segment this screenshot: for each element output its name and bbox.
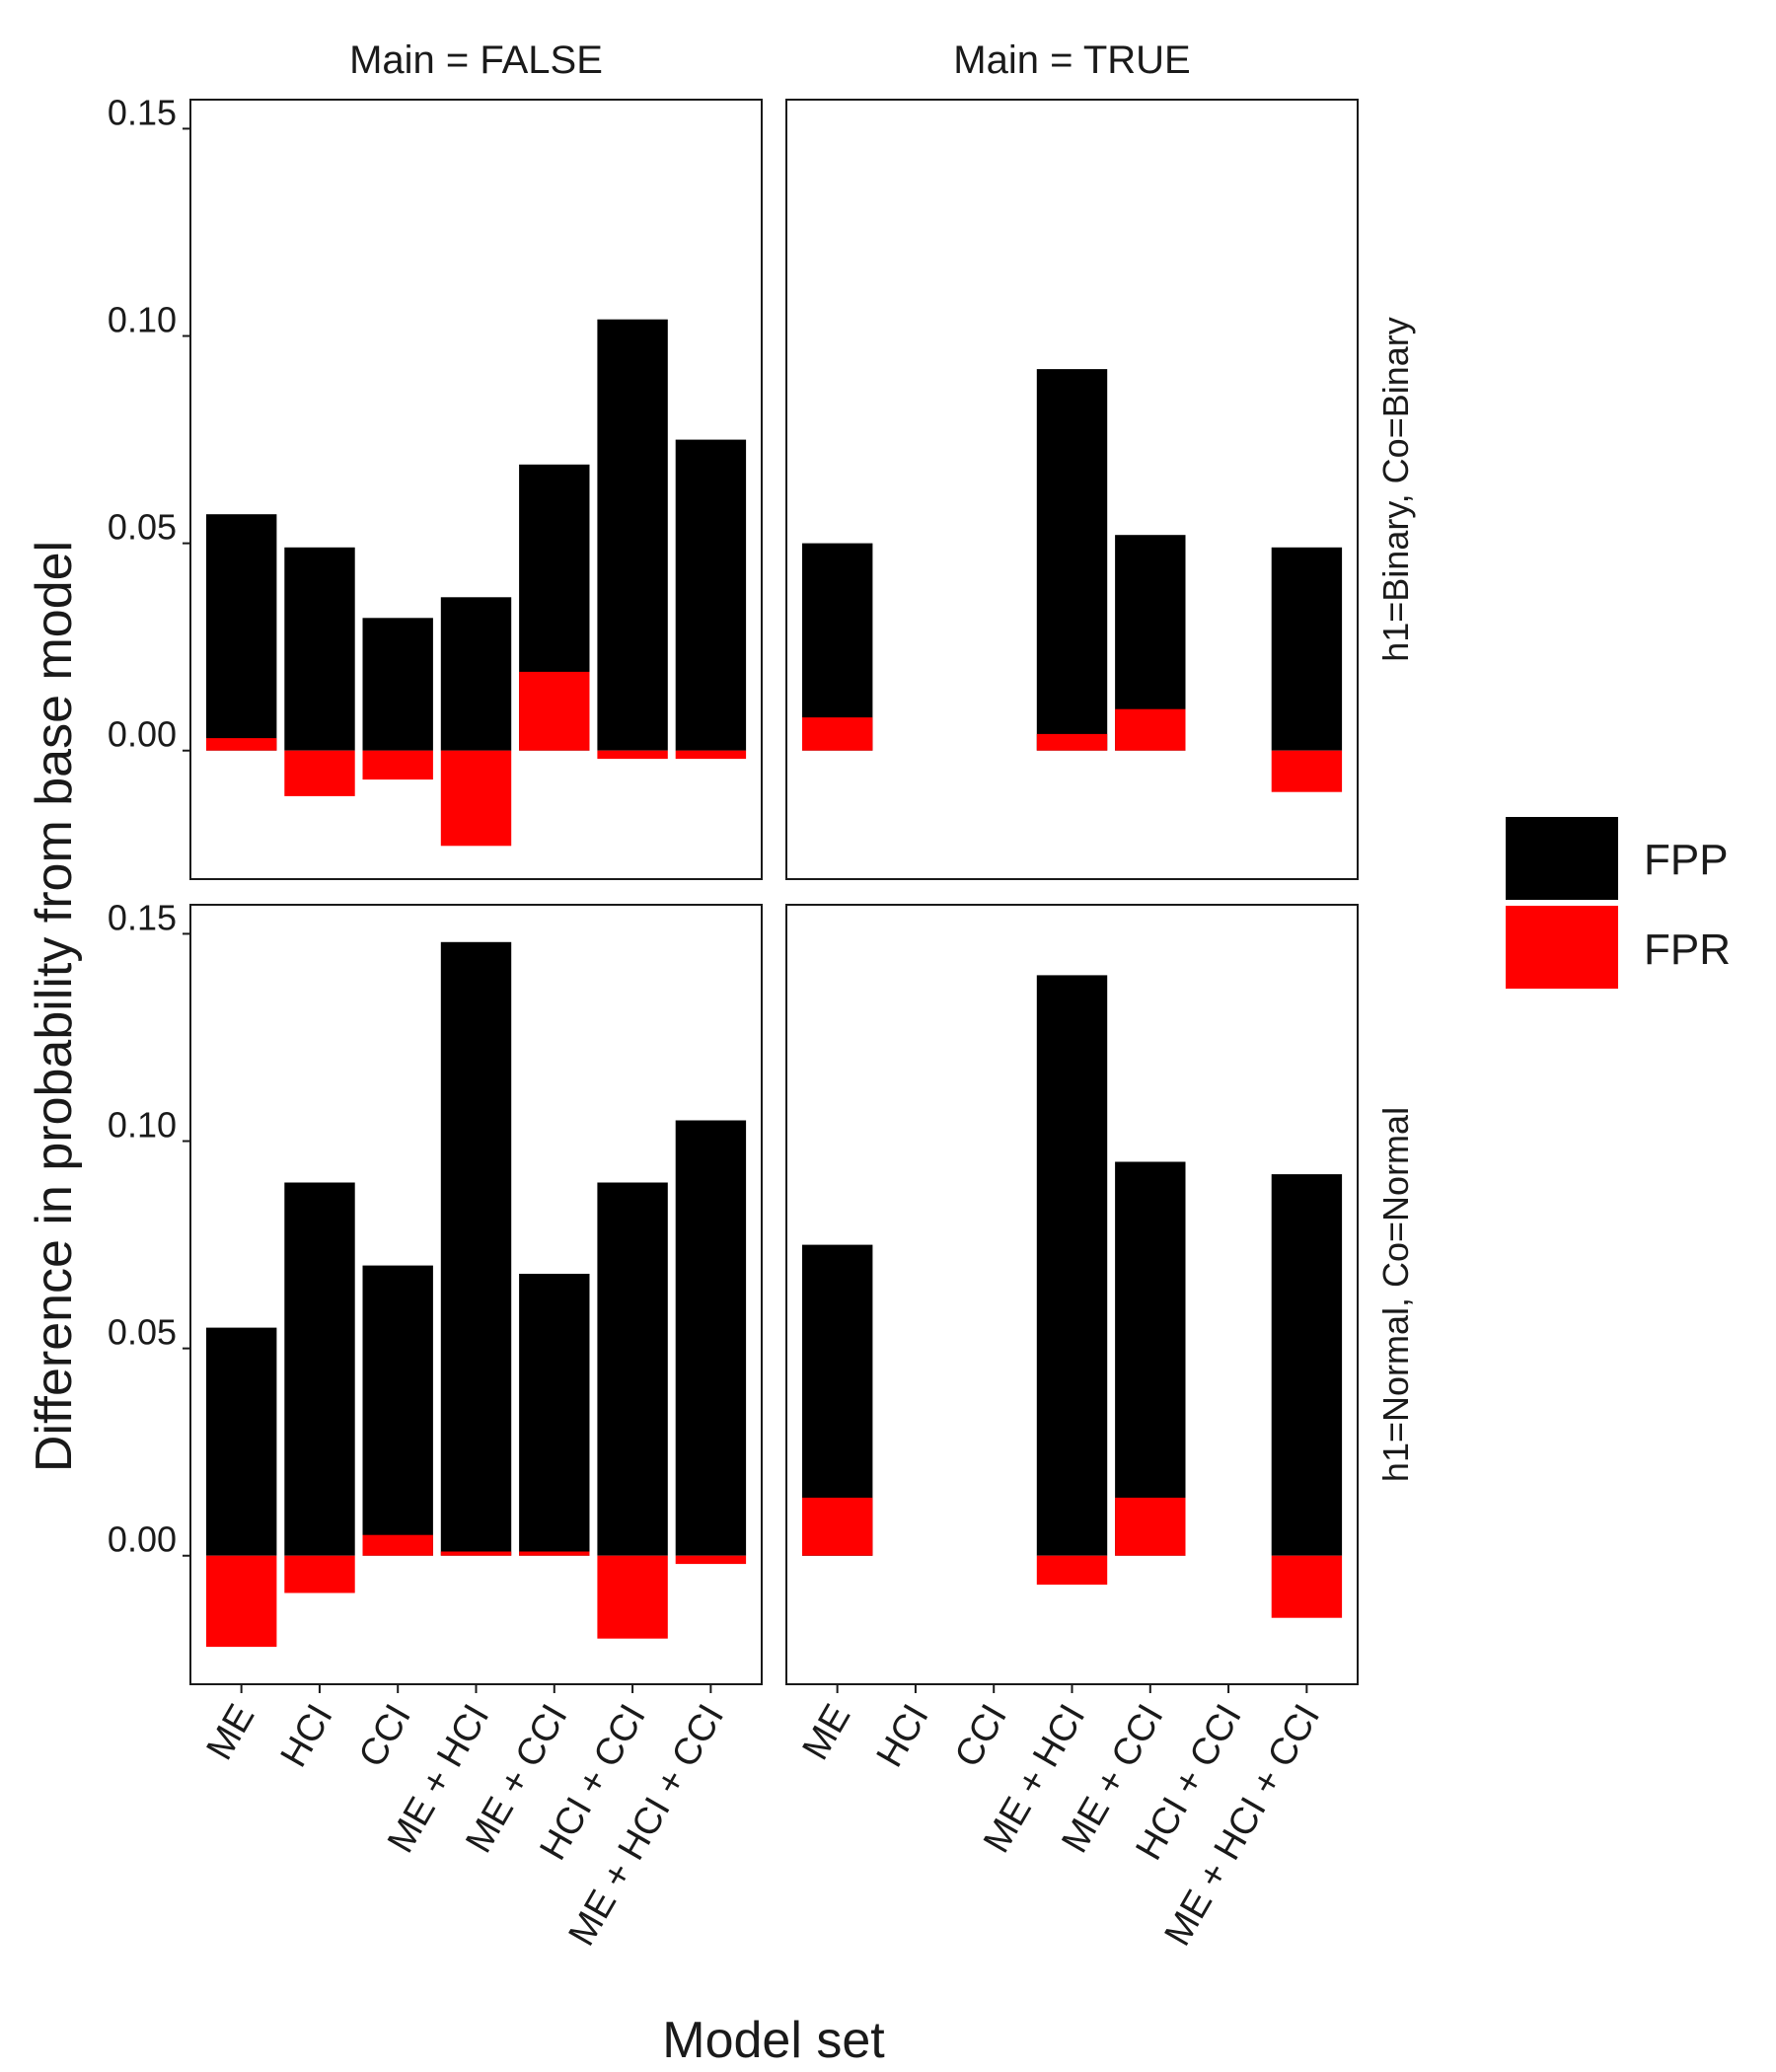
bar-fpp-panel2-5 <box>597 1182 668 1556</box>
bar-fpr-panel3-4 <box>1115 1497 1186 1556</box>
bar-fpr-panel0-4 <box>519 671 590 751</box>
bar-fpp-panel2-4 <box>519 1274 590 1556</box>
bar-fpp-panel0-0 <box>206 514 277 751</box>
legend-key-fpp <box>1506 817 1618 900</box>
x-tick-label-c0-2: CCI <box>351 1698 419 1775</box>
bar-fpp-panel2-1 <box>284 1182 355 1556</box>
x-tick-label-c1-0: ME <box>795 1698 859 1767</box>
x-tick-label-c1-1: HCI <box>869 1698 937 1775</box>
column-facet-label-1: Main = TRUE <box>953 38 1190 82</box>
bar-fpp-panel3-4 <box>1115 1161 1186 1556</box>
bar-fpp-panel2-3 <box>440 941 512 1556</box>
bar-fpp-panel3-6 <box>1271 1174 1343 1556</box>
bar-fpr-panel1-4 <box>1115 708 1186 751</box>
panel-frame-r0-c0 <box>189 99 763 880</box>
bar-fpp-panel0-1 <box>284 547 355 751</box>
bar-fpp-panel1-6 <box>1271 547 1343 751</box>
bar-fpr-panel3-6 <box>1271 1555 1343 1618</box>
x-tick-label-c1-2: CCI <box>947 1698 1015 1775</box>
bar-fpr-panel1-6 <box>1271 750 1343 792</box>
axes-layer <box>183 127 1308 1693</box>
legend-key-fpr <box>1506 906 1618 989</box>
bar-fpr-panel0-1 <box>284 750 355 796</box>
bar-fpp-panel2-6 <box>675 1120 747 1556</box>
bar-fpr-panel0-2 <box>362 750 433 780</box>
bar-fpp-panel0-5 <box>597 319 668 751</box>
legend-label-fpr: FPR <box>1644 925 1731 974</box>
bar-fpr-panel2-5 <box>597 1555 668 1639</box>
y-tick-label-r0-1: 0.05 <box>108 507 177 548</box>
y-tick-label-r0-2: 0.10 <box>108 300 177 340</box>
y-tick-label-r0-3: 0.15 <box>108 92 177 132</box>
x-tick-label-c0-0: ME <box>199 1698 263 1767</box>
row-facet-label-0: h1=Binary, Co=Binary <box>1375 317 1416 662</box>
bar-fpp-panel0-3 <box>440 597 512 751</box>
row-facet-label-1: h1=Normal, Co=Normal <box>1375 1107 1416 1482</box>
bar-fpr-panel0-6 <box>675 750 747 760</box>
bar-fpr-panel1-0 <box>802 717 873 751</box>
bar-fpp-panel0-2 <box>362 618 433 751</box>
bar-fpr-panel2-1 <box>284 1555 355 1593</box>
y-axis-title: Difference in probability from base mode… <box>26 541 83 1472</box>
bar-fpp-panel2-0 <box>206 1327 277 1556</box>
bar-fpr-panel0-3 <box>440 750 512 847</box>
y-tick-label-r1-1: 0.05 <box>108 1312 177 1353</box>
bar-fpr-panel1-3 <box>1036 733 1108 751</box>
x-tick-label-c0-1: HCI <box>273 1698 341 1775</box>
x-axis-title: Model set <box>662 2012 885 2069</box>
bar-fpp-panel0-6 <box>675 439 747 751</box>
bar-fpr-panel3-0 <box>802 1497 873 1556</box>
y-tick-label-r1-0: 0.00 <box>108 1519 177 1560</box>
bar-fpr-panel0-5 <box>597 750 668 760</box>
y-tick-label-r1-2: 0.10 <box>108 1105 177 1146</box>
bar-fpr-panel2-0 <box>206 1555 277 1648</box>
column-facet-label-0: Main = FALSE <box>349 38 603 82</box>
bar-fpp-panel1-0 <box>802 543 873 751</box>
y-tick-label-r0-0: 0.00 <box>108 714 177 755</box>
panel-frames-layer <box>189 99 1359 1685</box>
bar-fpr-panel2-6 <box>675 1555 747 1565</box>
bar-fpr-panel2-3 <box>440 1551 512 1556</box>
bar-fpp-panel1-3 <box>1036 369 1108 751</box>
bars-layer <box>206 319 1343 1648</box>
legend-label-fpp: FPP <box>1644 836 1729 884</box>
bar-fpr-panel3-3 <box>1036 1555 1108 1586</box>
bar-fpr-panel0-0 <box>206 738 277 751</box>
bar-fpr-panel2-2 <box>362 1534 433 1556</box>
panel-frame-r0-c1 <box>785 99 1359 880</box>
legend: FPP FPR <box>1506 817 1731 989</box>
bar-fpr-panel2-4 <box>519 1551 590 1556</box>
y-tick-label-r1-3: 0.15 <box>108 897 177 937</box>
bar-fpp-panel3-3 <box>1036 975 1108 1556</box>
bar-fpp-panel2-2 <box>362 1265 433 1556</box>
